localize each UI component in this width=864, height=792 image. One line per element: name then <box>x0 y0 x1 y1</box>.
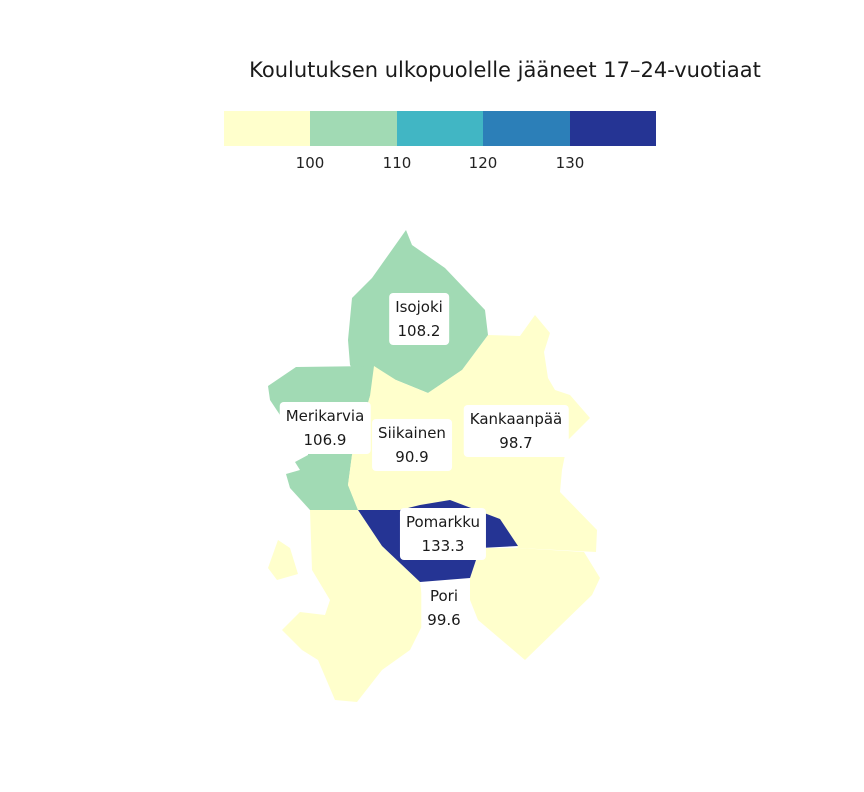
label-siikainen-name: Siikainen <box>378 424 446 442</box>
label-merikarvia-value: 106.9 <box>303 431 347 449</box>
label-pori-name: Pori <box>429 587 459 605</box>
legend-swatch-5 <box>569 111 656 146</box>
map-title: Koulutuksen ulkopuolelle jääneet 17–24-v… <box>249 58 761 82</box>
region-pori[interactable] <box>282 510 600 702</box>
legend-swatch-2 <box>310 111 397 146</box>
region-pori-island <box>268 540 298 580</box>
label-pomarkku-value: 133.3 <box>421 537 465 555</box>
label-kankaanpaa-name: Kankaanpää <box>469 410 563 428</box>
label-kankaanpaa-value: 98.7 <box>499 434 533 452</box>
legend-swatch-4 <box>483 111 570 146</box>
label-isojoki-value: 108.2 <box>397 322 441 340</box>
label-pomarkku-name: Pomarkku <box>405 513 481 531</box>
label-pori: Pori 99.6 <box>421 582 467 634</box>
label-kankaanpaa: Kankaanpää 98.7 <box>463 405 569 457</box>
legend-tick-130: 130 <box>555 154 585 172</box>
legend-tick-100: 100 <box>295 154 325 172</box>
legend-tick-120: 120 <box>468 154 498 172</box>
label-isojoki: Isojoki 108.2 <box>389 293 449 345</box>
label-merikarvia-name: Merikarvia <box>285 407 365 425</box>
label-pori-value: 99.6 <box>427 611 461 629</box>
legend-ticks: 100 110 120 130 <box>0 154 864 174</box>
legend-swatch-3 <box>396 111 484 146</box>
label-siikainen-value: 90.9 <box>395 448 429 466</box>
label-isojoki-name: Isojoki <box>395 298 443 316</box>
legend-swatch-1 <box>224 111 311 146</box>
label-siikainen: Siikainen 90.9 <box>372 419 452 471</box>
legend-tick-110: 110 <box>382 154 412 172</box>
legend-color-bar <box>224 111 656 146</box>
label-merikarvia: Merikarvia 106.9 <box>279 402 371 454</box>
label-pomarkku: Pomarkku 133.3 <box>399 508 487 560</box>
